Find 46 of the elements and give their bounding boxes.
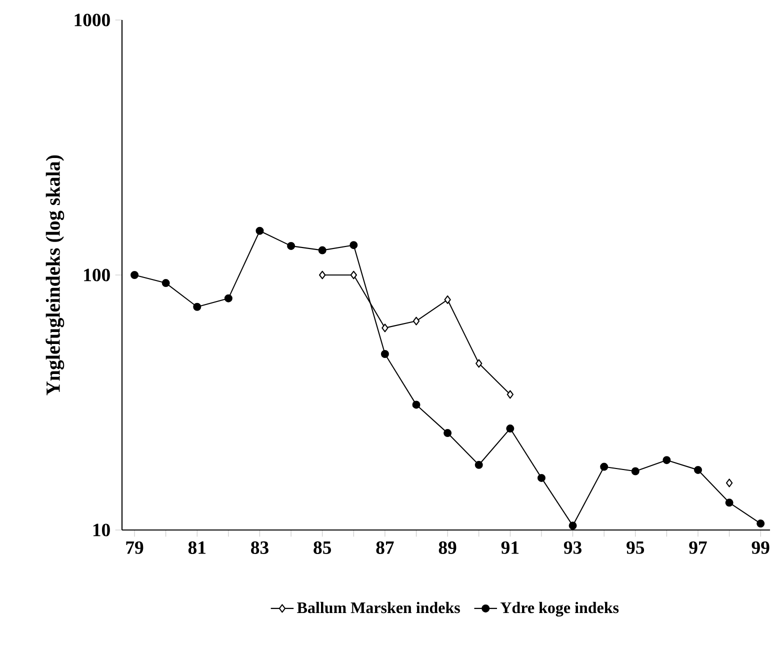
y-tick-label: 10 [93,524,110,536]
x-tick-label: 85 [314,541,332,554]
legend-label: Ydre koge indeks [500,602,619,617]
point [537,474,546,482]
point [694,466,702,474]
y-tick-label: 100 [84,268,110,282]
point [662,456,671,464]
point [506,390,514,399]
point [726,478,733,488]
point [506,424,514,433]
point [162,279,170,288]
point [476,359,482,368]
point [256,226,264,235]
point [631,467,640,476]
point [193,302,202,311]
x-tick-label: 81 [188,541,206,554]
point [287,242,296,250]
point [412,316,420,326]
point [412,400,420,409]
x-tick-label: 93 [564,541,582,554]
x-tick-label: 91 [501,541,519,554]
x-tick-label: 99 [752,541,770,554]
point [318,246,326,254]
point [444,295,451,304]
x-tick-label: 97 [689,541,707,554]
point [130,270,139,279]
point [474,460,483,469]
x-tick-label: 87 [376,541,394,554]
point [756,520,765,528]
x-tick-label: 89 [438,541,456,554]
y-axis-title: Ynglefugleindeks (log skala) [46,155,64,396]
legend-label: Ballum Marsken indeks [297,602,460,614]
x-tick-label: 79 [126,541,144,554]
x-tick-label: 83 [251,541,268,554]
y-tick-label: 1000 [74,14,110,26]
point [380,350,389,358]
point [444,429,452,438]
point [600,462,608,471]
x-tick-label: 95 [626,541,644,554]
point [319,270,326,280]
point [224,294,232,302]
point [350,241,358,250]
point [568,522,577,530]
point [382,324,388,332]
point [350,270,357,280]
point [725,498,734,507]
